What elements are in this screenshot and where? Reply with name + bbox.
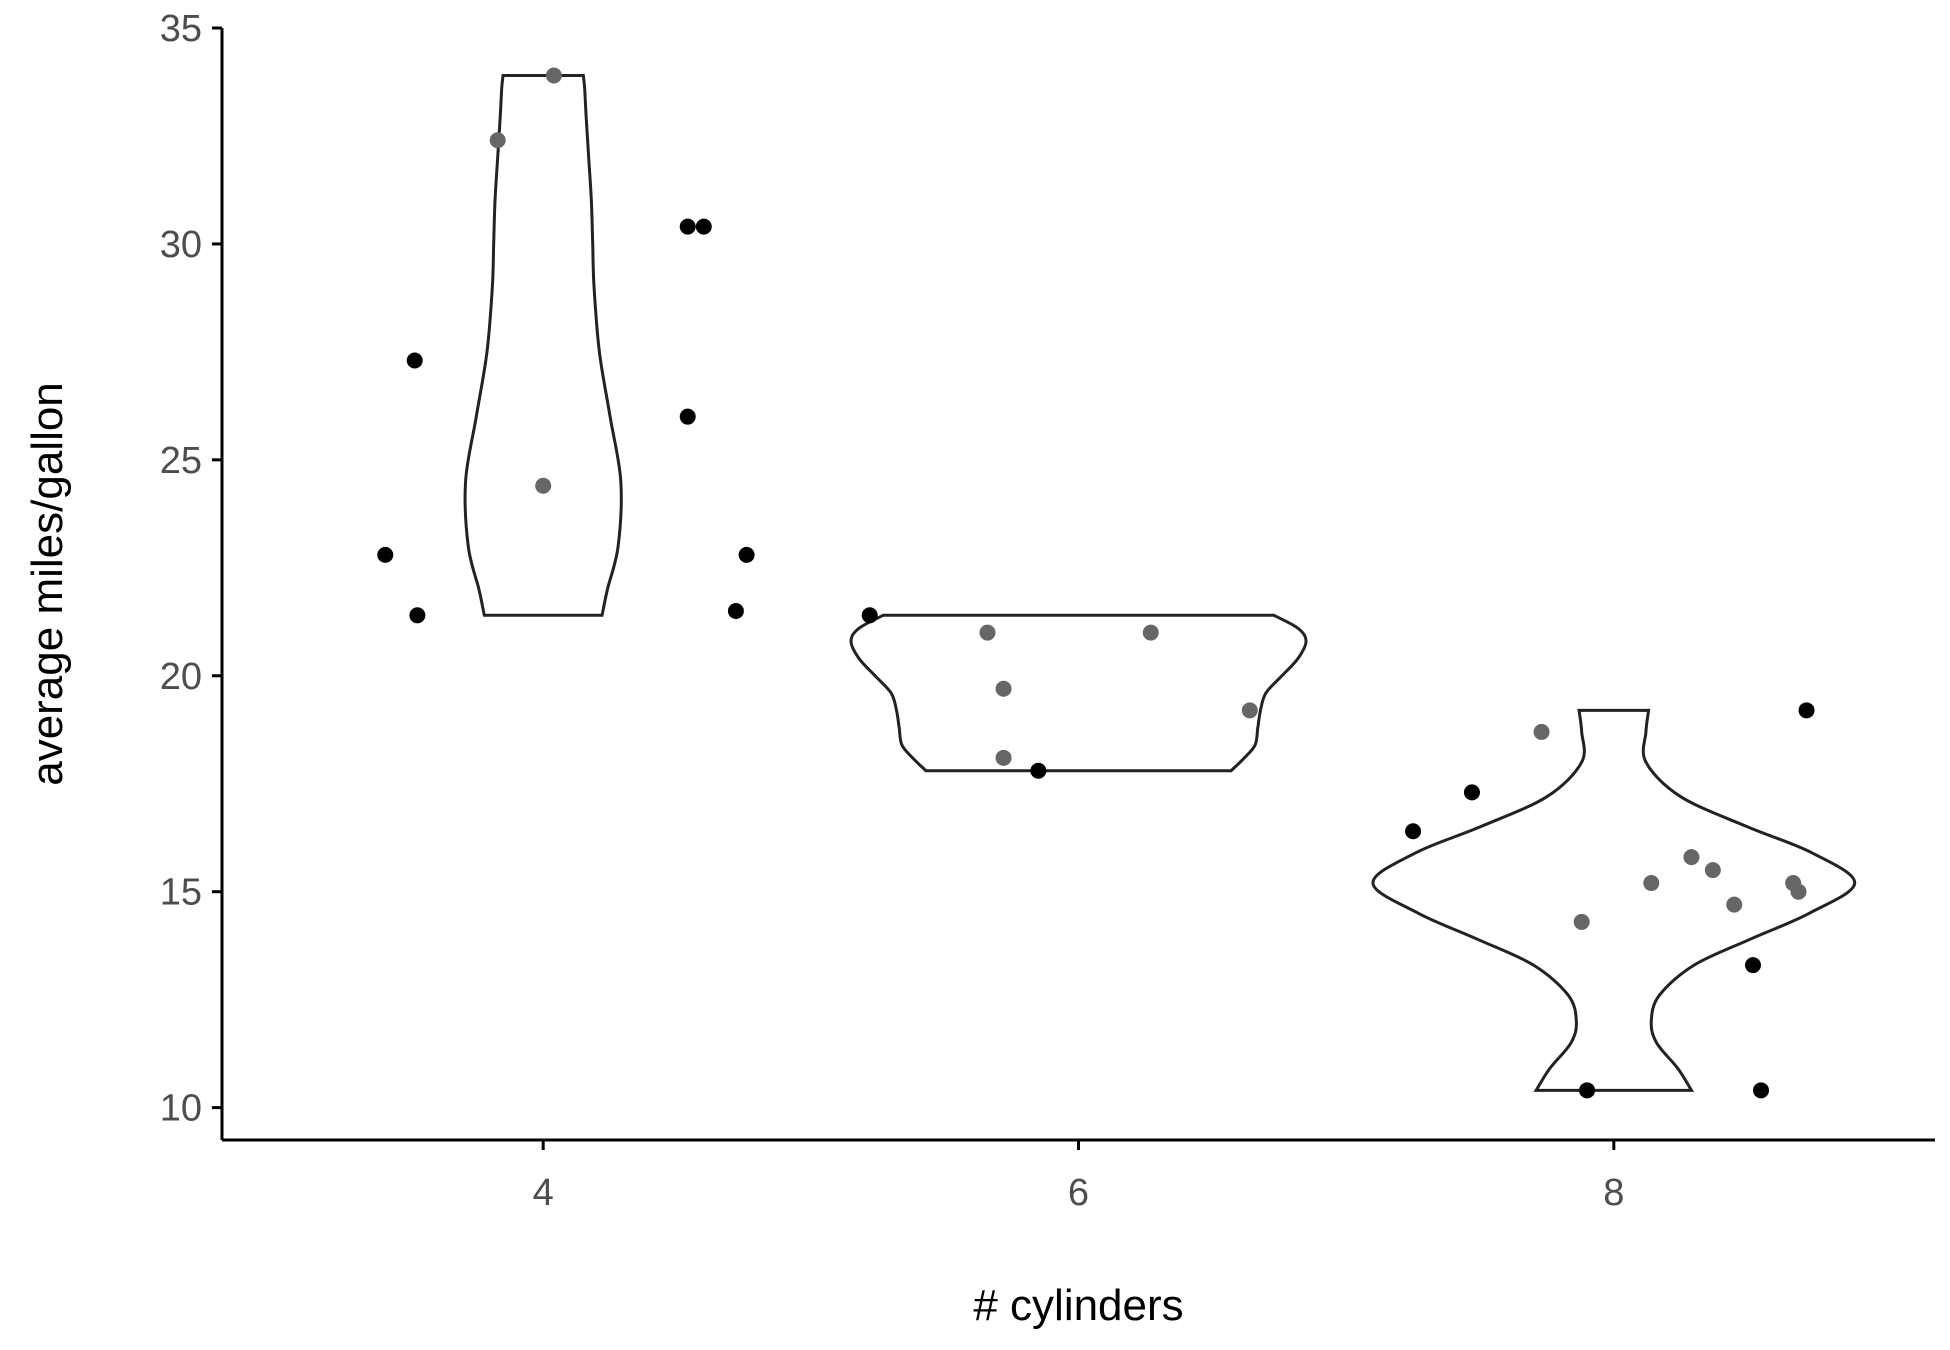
data-point <box>727 602 744 619</box>
data-point <box>1643 875 1660 892</box>
data-point <box>679 218 696 235</box>
data-point <box>409 607 426 624</box>
y-axis-title: average miles/gallon <box>23 382 72 786</box>
data-point <box>738 546 755 563</box>
data-point <box>1726 896 1743 913</box>
data-point <box>1463 784 1480 801</box>
data-point <box>979 624 996 641</box>
data-point <box>545 67 562 84</box>
data-point <box>1142 624 1159 641</box>
x-tick-label: 4 <box>533 1172 554 1214</box>
data-point <box>1798 702 1815 719</box>
data-point <box>1405 823 1422 840</box>
y-tick-label: 25 <box>160 440 202 482</box>
data-point <box>995 749 1012 766</box>
y-tick-label: 15 <box>160 872 202 914</box>
data-point <box>1683 849 1700 866</box>
x-axis-ticks: 4 6 8 <box>533 1140 1624 1214</box>
x-tick-label: 6 <box>1068 1172 1089 1214</box>
data-point <box>1030 762 1047 779</box>
x-axis-title: # cylinders <box>973 1281 1183 1330</box>
data-point <box>535 477 552 494</box>
data-point <box>406 352 423 369</box>
x-tick-label: 8 <box>1603 1172 1624 1214</box>
points-layer <box>377 67 1815 1099</box>
data-point <box>1790 883 1807 900</box>
y-tick-label: 20 <box>160 656 202 698</box>
y-tick-label: 30 <box>160 224 202 266</box>
data-point <box>1573 913 1590 930</box>
data-point <box>1579 1082 1596 1099</box>
data-point <box>995 680 1012 697</box>
violin-cyl-8 <box>1371 708 1857 1092</box>
data-point <box>1533 723 1550 740</box>
y-tick-label: 10 <box>160 1088 202 1130</box>
violin-cyl-6 <box>849 613 1308 773</box>
data-point <box>695 218 712 235</box>
y-tick-label: 35 <box>160 8 202 50</box>
data-point <box>377 546 394 563</box>
data-point <box>1753 1082 1770 1099</box>
data-point <box>1704 862 1721 879</box>
data-point <box>1744 957 1761 974</box>
data-point <box>489 132 506 149</box>
data-point <box>861 607 878 624</box>
data-point <box>1241 702 1258 719</box>
y-axis-ticks: 10 15 20 25 30 35 <box>160 8 222 1130</box>
axes: 10 15 20 25 30 35 4 6 8 <box>160 8 1935 1214</box>
violin-cyl-4 <box>463 74 623 617</box>
violin-layer <box>463 74 1857 1092</box>
data-point <box>679 408 696 425</box>
